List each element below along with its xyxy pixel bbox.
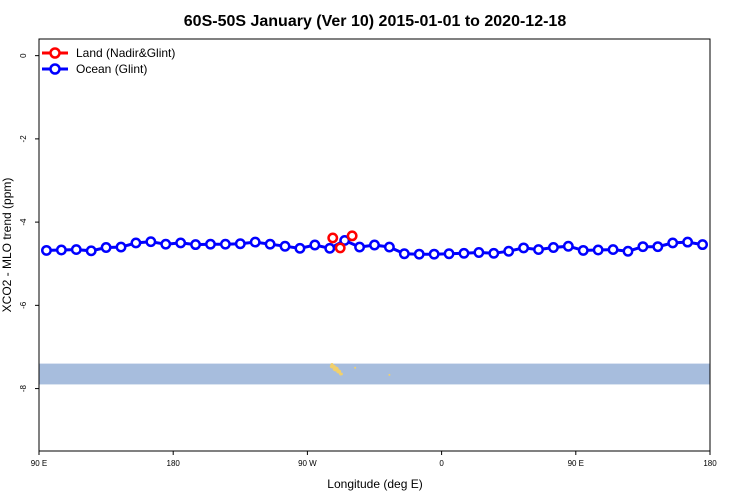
data-point bbox=[547, 242, 559, 253]
y-axis-label: XCO2 - MLO trend (ppm) bbox=[0, 178, 14, 313]
data-point bbox=[562, 240, 574, 252]
data-point bbox=[234, 238, 246, 250]
legend-marker-ocean bbox=[49, 63, 61, 75]
data-point bbox=[592, 244, 604, 256]
data-point bbox=[41, 244, 52, 256]
data-point bbox=[443, 248, 455, 260]
y-tick-label: -4 bbox=[19, 218, 28, 226]
data-point bbox=[577, 244, 589, 256]
land-patch bbox=[330, 362, 334, 366]
data-point bbox=[115, 241, 127, 253]
y-tick-label: -8 bbox=[19, 384, 28, 392]
data-point bbox=[294, 242, 306, 254]
land-patch bbox=[388, 373, 391, 376]
data-point bbox=[100, 242, 112, 253]
legend-marker-land bbox=[49, 47, 61, 59]
data-point bbox=[264, 238, 276, 250]
x-tick-label: 180 bbox=[167, 459, 181, 468]
legend-label-land: Land (Nadir&Glint) bbox=[76, 46, 175, 60]
legend-label-ocean: Ocean (Glint) bbox=[76, 62, 147, 76]
y-axis: 0 -2 -4 -6 -8 bbox=[19, 53, 39, 392]
data-point bbox=[85, 245, 97, 257]
data-point bbox=[249, 236, 261, 248]
data-point bbox=[458, 247, 470, 259]
data-point bbox=[205, 238, 216, 250]
y-tick-label: -2 bbox=[19, 135, 28, 143]
data-point bbox=[533, 244, 544, 256]
data-point bbox=[637, 241, 649, 253]
x-tick-label: 180 bbox=[703, 459, 717, 468]
x-tick-label: 90 W bbox=[298, 459, 317, 468]
data-point bbox=[428, 248, 440, 260]
plot-frame bbox=[38, 38, 711, 452]
land-patch bbox=[338, 372, 343, 376]
y-tick-label: -6 bbox=[19, 301, 28, 309]
data-point bbox=[667, 237, 679, 249]
x-tick-label: 90 E bbox=[568, 459, 584, 468]
data-point bbox=[607, 244, 619, 256]
data-point bbox=[324, 242, 336, 254]
data-point bbox=[339, 234, 351, 246]
data-point bbox=[309, 239, 321, 251]
land-patch bbox=[354, 366, 357, 369]
data-point bbox=[130, 237, 142, 249]
data-point bbox=[682, 236, 694, 248]
x-axis-label: Longitude (deg E) bbox=[327, 477, 422, 491]
series-layer bbox=[41, 230, 708, 260]
data-point bbox=[398, 248, 410, 260]
data-point bbox=[327, 232, 339, 244]
data-point bbox=[697, 239, 708, 251]
map-land-patches bbox=[329, 362, 391, 376]
data-point bbox=[145, 236, 157, 248]
data-point bbox=[334, 242, 346, 254]
data-point bbox=[652, 241, 664, 253]
data-point bbox=[473, 247, 485, 258]
map-band bbox=[39, 363, 710, 385]
data-point bbox=[369, 239, 380, 251]
series-land bbox=[327, 230, 358, 254]
data-point bbox=[354, 241, 366, 253]
data-point bbox=[190, 239, 202, 251]
data-point bbox=[383, 241, 395, 253]
x-tick-label: 90 E bbox=[31, 459, 47, 468]
y-tick-label: 0 bbox=[19, 53, 28, 58]
data-point bbox=[219, 238, 231, 250]
legend: Land (Nadir&Glint) Ocean (Glint) bbox=[42, 46, 175, 76]
series-ocean bbox=[41, 234, 708, 260]
data-point bbox=[503, 245, 515, 257]
data-point bbox=[55, 244, 67, 256]
data-point bbox=[518, 242, 530, 254]
x-axis: 90 E 180 90 W 0 90 E 180 bbox=[31, 451, 717, 468]
data-point bbox=[70, 244, 82, 256]
land-patch bbox=[336, 369, 342, 374]
data-point bbox=[279, 240, 291, 252]
data-point bbox=[622, 245, 634, 257]
data-point bbox=[160, 238, 172, 250]
data-point bbox=[175, 237, 187, 249]
map-strip bbox=[39, 362, 710, 385]
data-point bbox=[346, 230, 358, 242]
chart-title: 60S-50S January (Ver 10) 2015-01-01 to 2… bbox=[184, 13, 567, 30]
data-point bbox=[488, 247, 500, 259]
x-tick-label: 0 bbox=[439, 459, 444, 468]
data-point bbox=[413, 248, 425, 260]
